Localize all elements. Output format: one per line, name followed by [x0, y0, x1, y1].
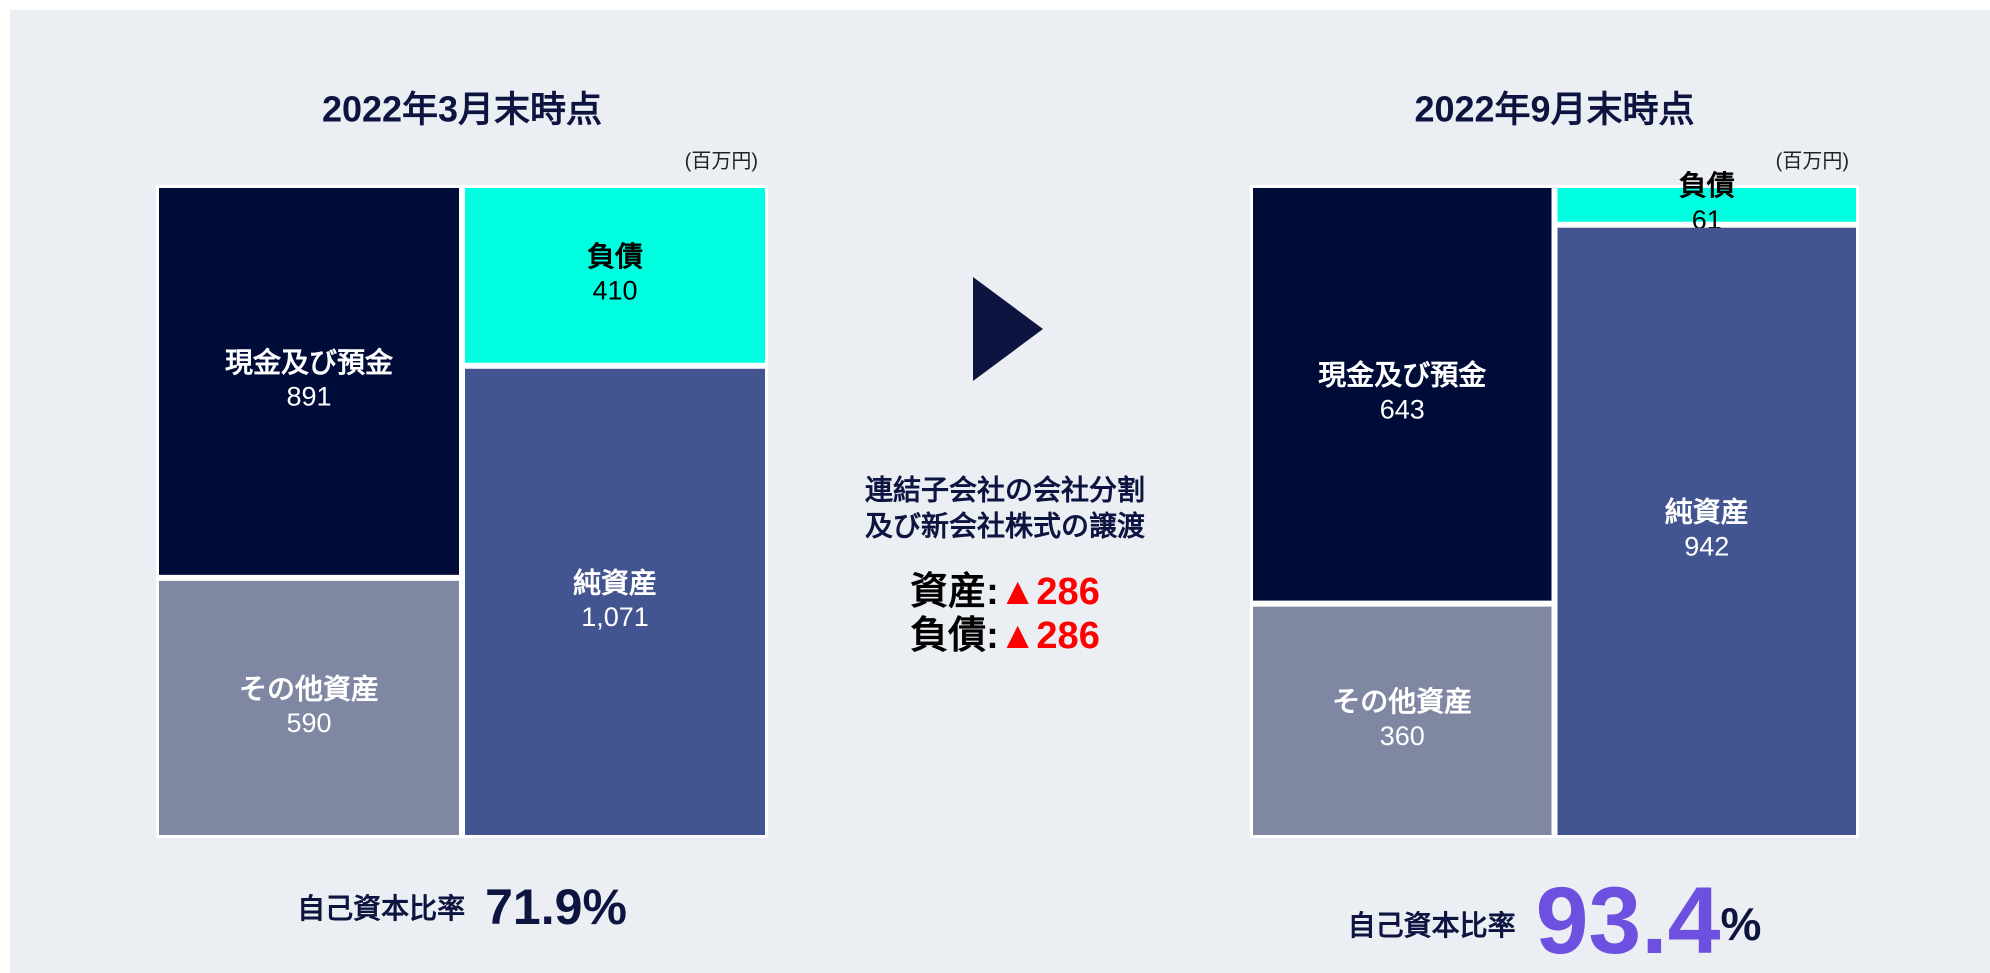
chart-title: 2022年3月末時点: [322, 89, 602, 130]
segment-value: 590: [286, 708, 331, 738]
unit-note: (百万円): [685, 150, 758, 172]
change-value: ▲286: [999, 615, 1100, 657]
chart-title: 2022年9月末時点: [1414, 89, 1694, 130]
segment-value: 942: [1684, 531, 1729, 561]
change-name: 資産:: [910, 571, 999, 613]
segment: [465, 188, 765, 363]
annotation-line: 連結子会社の会社分割: [865, 473, 1145, 505]
segment-value: 360: [1380, 721, 1425, 751]
segment-value: 643: [1380, 394, 1425, 424]
segment: [1557, 188, 1856, 222]
segment: [159, 188, 459, 575]
segment: [1253, 606, 1552, 835]
segment-value: 891: [286, 382, 331, 412]
segment-name: その他資産: [1332, 685, 1472, 717]
segment-name: 現金及び預金: [225, 346, 394, 378]
ratio-label: 自己資本比率: [1348, 909, 1516, 941]
segment-value: 410: [592, 276, 637, 306]
ratio-unit: %: [1721, 898, 1762, 950]
change: 負債:▲286: [910, 615, 1100, 657]
ratio-value: 71.9: [485, 879, 582, 935]
segment: [1253, 188, 1552, 601]
ratio-value: 93.4: [1536, 868, 1721, 973]
arrow: [973, 277, 1043, 381]
change-name: 負債:: [910, 615, 999, 657]
change-value: ▲286: [999, 571, 1100, 613]
segment-name: 現金及び預金: [1318, 359, 1487, 391]
segment: [159, 580, 459, 835]
segment: [1557, 227, 1856, 835]
segment-value: 1,071: [581, 602, 649, 632]
segment: [465, 368, 765, 835]
ratio: 自己資本比率 71.9%: [297, 879, 627, 935]
segment-name: 負債: [1679, 170, 1735, 201]
segment-name: その他資産: [239, 672, 379, 704]
unit-note: (百万円): [1776, 150, 1849, 172]
segment-name: 純資産: [1665, 496, 1749, 528]
change: 資産:▲286: [910, 571, 1100, 613]
annotation-line: 及び新会社株式の譲渡: [865, 509, 1146, 541]
ratio: 自己資本比率 93.4%: [1348, 868, 1762, 973]
segment-name: 純資産: [573, 566, 657, 598]
ratio-unit: %: [582, 879, 626, 935]
ratio-label: 自己資本比率: [297, 892, 465, 924]
segment-name: 負債: [587, 241, 643, 272]
